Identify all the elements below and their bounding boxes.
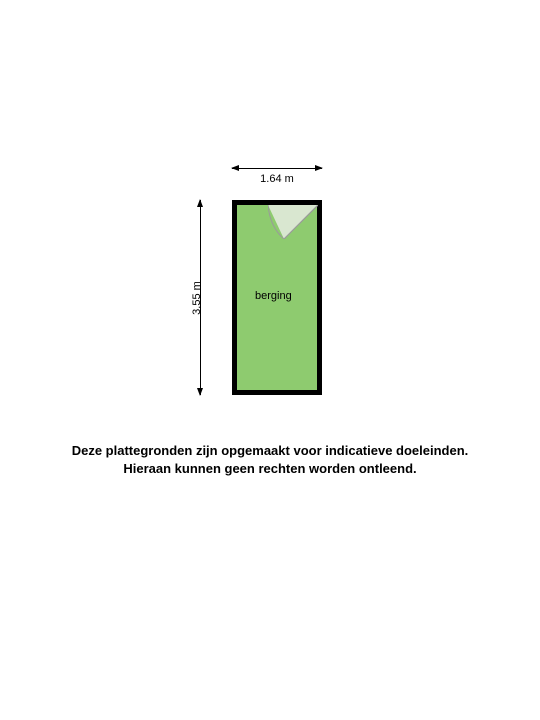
caption-line1: Deze plattegronden zijn opgemaakt voor i… — [72, 443, 469, 458]
width-dim-arrow — [232, 168, 322, 169]
caption-line2: Hieraan kunnen geen rechten worden ontle… — [123, 461, 416, 476]
height-dimension: 3.55 m — [200, 200, 201, 395]
floorplan-canvas: 1.64 m 3.55 m berging Deze plattegronden… — [0, 0, 540, 720]
width-dim-label: 1.64 m — [232, 173, 322, 185]
room-label: berging — [255, 290, 292, 302]
door-swing-icon — [268, 205, 318, 239]
width-dimension: 1.64 m — [232, 168, 322, 185]
caption-text: Deze plattegronden zijn opgemaakt voor i… — [0, 442, 540, 477]
height-dim-label: 3.55 m — [191, 281, 203, 315]
